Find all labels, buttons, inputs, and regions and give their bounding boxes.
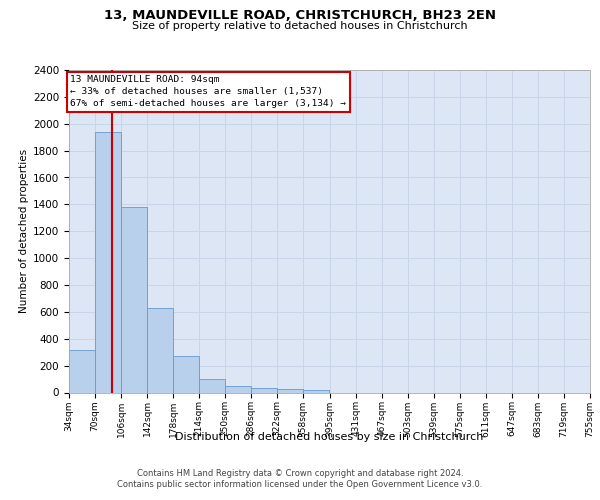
Text: Contains HM Land Registry data © Crown copyright and database right 2024.: Contains HM Land Registry data © Crown c…	[137, 469, 463, 478]
Text: 13, MAUNDEVILLE ROAD, CHRISTCHURCH, BH23 2EN: 13, MAUNDEVILLE ROAD, CHRISTCHURCH, BH23…	[104, 9, 496, 22]
Bar	[69, 350, 95, 393]
Text: 13 MAUNDEVILLE ROAD: 94sqm
← 33% of detached houses are smaller (1,537)
67% of s: 13 MAUNDEVILLE ROAD: 94sqm ← 33% of deta…	[70, 76, 346, 108]
Bar	[251, 388, 277, 392]
Bar	[303, 390, 329, 392]
Bar	[277, 389, 303, 392]
Bar	[173, 356, 199, 393]
Text: Contains public sector information licensed under the Open Government Licence v3: Contains public sector information licen…	[118, 480, 482, 489]
Bar	[121, 207, 147, 392]
Y-axis label: Number of detached properties: Number of detached properties	[19, 149, 29, 314]
Text: Distribution of detached houses by size in Christchurch: Distribution of detached houses by size …	[175, 432, 484, 442]
Bar	[95, 132, 121, 392]
Bar	[199, 379, 225, 392]
Bar	[147, 308, 173, 392]
Bar	[225, 386, 251, 392]
Text: Size of property relative to detached houses in Christchurch: Size of property relative to detached ho…	[132, 21, 468, 31]
